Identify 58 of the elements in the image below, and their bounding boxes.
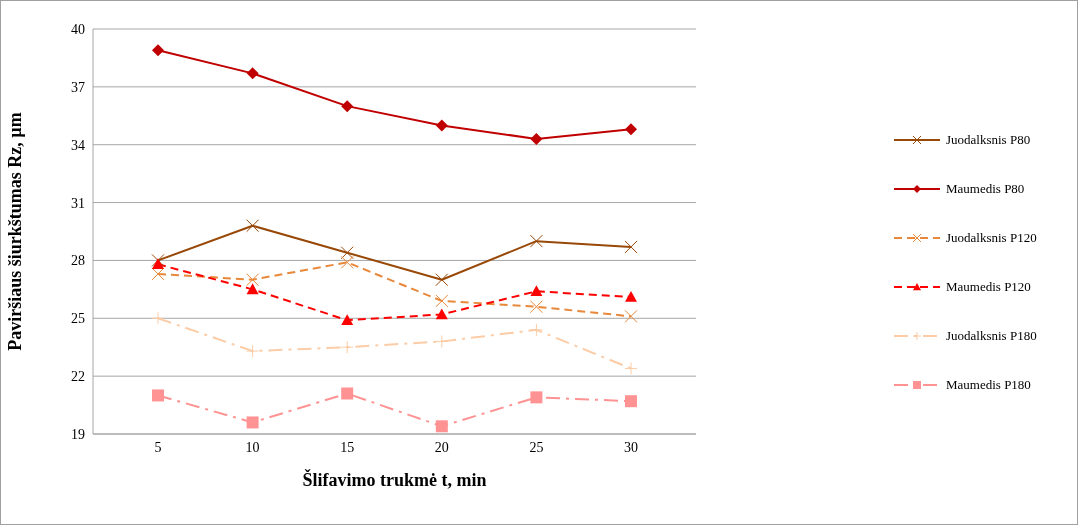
point	[624, 361, 638, 375]
point	[152, 44, 164, 57]
point	[435, 273, 449, 287]
point	[624, 240, 638, 254]
legend-label: Juodalksnis P180	[946, 328, 1037, 344]
point	[152, 389, 164, 402]
point	[624, 309, 638, 323]
x-tick-label: 30	[624, 439, 638, 455]
legend-label: Maumedis P80	[946, 181, 1025, 197]
point	[530, 285, 543, 297]
point	[151, 267, 165, 281]
point	[246, 67, 259, 80]
point	[246, 283, 259, 295]
point	[625, 123, 637, 136]
point	[625, 291, 637, 302]
point	[151, 311, 165, 325]
point	[246, 273, 260, 287]
point	[246, 219, 260, 233]
point	[341, 387, 354, 400]
point	[340, 246, 354, 260]
point	[341, 100, 354, 113]
x-tick-label: 25	[529, 439, 544, 455]
y-tick-label: 22	[71, 369, 85, 385]
point	[530, 132, 543, 145]
y-tick-label: 37	[71, 79, 85, 95]
point	[435, 119, 448, 132]
point	[151, 253, 165, 267]
y-tick-label: 28	[71, 253, 85, 269]
point	[529, 234, 543, 248]
point	[340, 340, 354, 354]
point	[435, 334, 449, 348]
y-tick-label: 40	[71, 21, 85, 37]
legend-label: Juodalksnis P120	[946, 230, 1037, 246]
point	[625, 395, 637, 408]
point	[152, 258, 164, 270]
point	[435, 308, 448, 320]
point	[435, 420, 448, 433]
x-axis-title: Šlifavimo trukmė t, min	[302, 469, 487, 490]
point	[246, 344, 260, 358]
x-tick-label: 20	[434, 439, 449, 455]
legend-label: Maumedis P120	[946, 279, 1031, 295]
y-tick-label: 31	[71, 195, 85, 211]
point	[530, 391, 543, 404]
y-axis-title: Paviršiaus šiurkštumas Rz, µm	[5, 112, 26, 351]
point	[341, 314, 354, 326]
y-tick-label: 25	[71, 311, 85, 327]
point	[340, 255, 354, 269]
x-tick-label: 10	[245, 439, 260, 455]
y-tick-label: 34	[71, 137, 85, 153]
point	[246, 416, 259, 429]
point	[435, 294, 449, 308]
point	[529, 300, 543, 314]
y-tick-label: 19	[71, 426, 85, 442]
point	[529, 323, 543, 337]
x-tick-label: 5	[154, 439, 162, 455]
x-tick-label: 15	[340, 439, 355, 455]
legend-label: Juodalksnis P80	[946, 132, 1031, 148]
legend-label: Maumedis P180	[946, 377, 1031, 393]
